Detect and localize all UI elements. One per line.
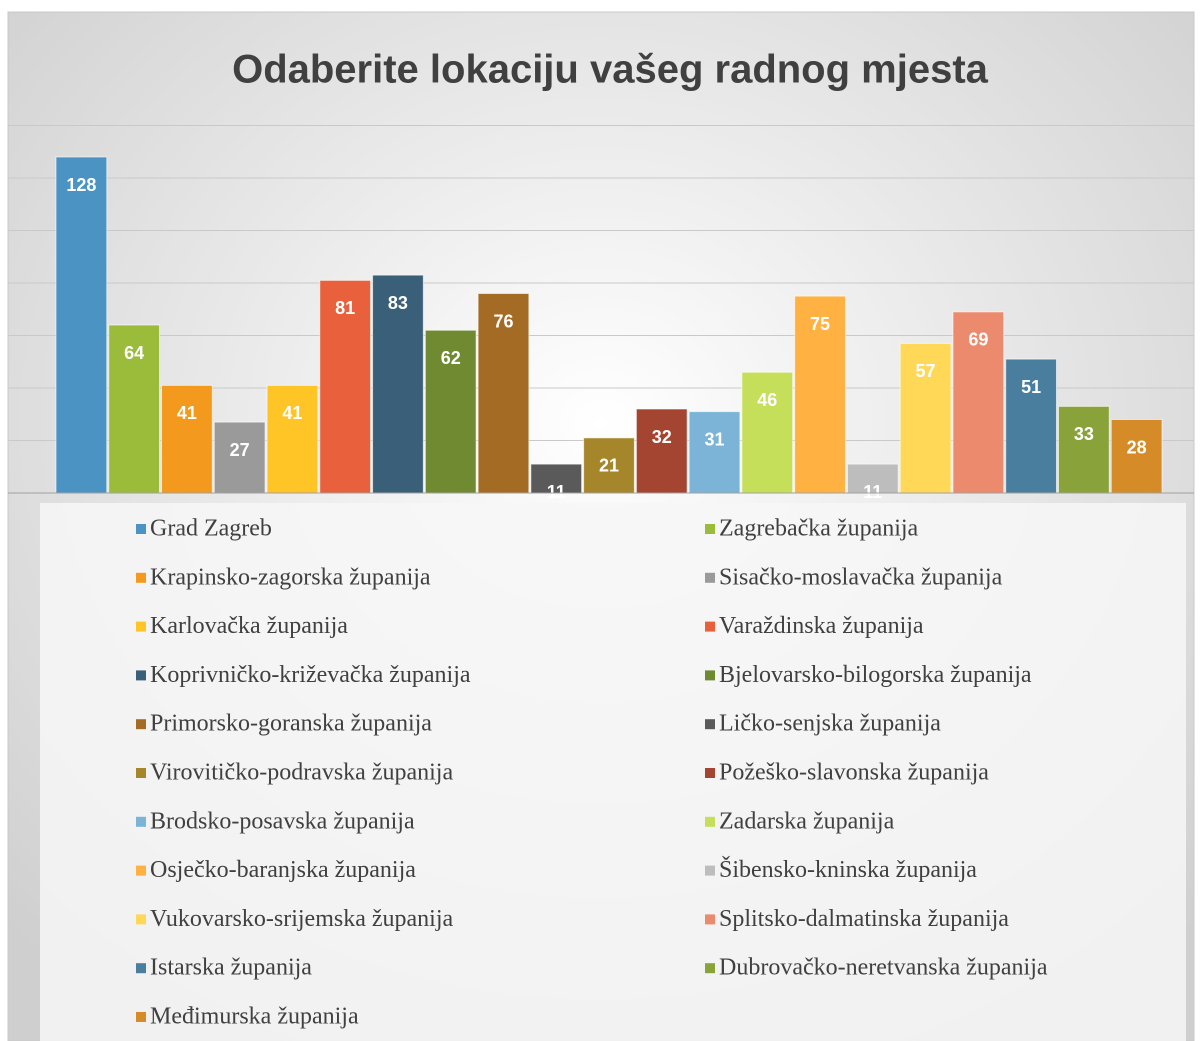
- legend-swatch: [705, 914, 715, 925]
- bar: [213, 421, 266, 494]
- bar: [794, 295, 846, 494]
- legend-swatch: [705, 865, 715, 876]
- data-label: 41: [177, 403, 197, 423]
- legend-swatch: [705, 719, 715, 730]
- data-label: 32: [652, 427, 672, 447]
- legend-label: Požeško-slavonska županija: [719, 760, 989, 786]
- legend-swatch: [136, 865, 146, 876]
- legend-label: Osječko-baranjska županija: [150, 857, 416, 883]
- legend-label: Zadarska županija: [719, 808, 895, 834]
- legend-swatch: [705, 816, 715, 827]
- data-label: 64: [124, 343, 144, 363]
- data-label: 11: [863, 482, 882, 502]
- legend-label: Karlovačka županija: [150, 613, 348, 639]
- legend-label: Šibensko-kninska županija: [719, 856, 977, 883]
- legend-swatch: [705, 572, 715, 583]
- bar: [319, 279, 372, 494]
- legend-label: Primorsko-goranska županija: [150, 711, 432, 737]
- legend-swatch: [705, 621, 715, 632]
- legend-label: Istarska županija: [150, 955, 312, 981]
- legend-swatch: [705, 670, 715, 681]
- data-label: 128: [66, 175, 96, 195]
- legend-box: [40, 503, 1186, 1041]
- bar: [899, 342, 952, 494]
- data-label: 62: [441, 348, 461, 368]
- bar: [1057, 405, 1110, 494]
- bar: [1110, 419, 1163, 494]
- legend-swatch: [705, 768, 715, 778]
- legend-swatch: [136, 963, 146, 974]
- data-label: 51: [1021, 377, 1041, 397]
- legend-label: Vukovarsko-srijemska županija: [150, 906, 453, 932]
- legend-swatch: [136, 719, 146, 730]
- bar: [1005, 358, 1057, 494]
- legend-swatch: [705, 524, 715, 534]
- bar: [372, 274, 424, 494]
- legend-swatch: [136, 621, 146, 632]
- legend-label: Virovitičko-podravska županija: [150, 760, 453, 786]
- legend-label: Splitsko-dalmatinska županija: [719, 906, 1009, 932]
- bar: [266, 384, 319, 494]
- legend-label: Brodsko-posavska županija: [150, 808, 415, 834]
- data-label: 81: [335, 298, 355, 318]
- legend-label: Sisačko-moslavačka županija: [719, 564, 1003, 590]
- legend-swatch: [136, 914, 146, 925]
- data-label: 33: [1074, 424, 1094, 444]
- legend-swatch: [136, 670, 146, 681]
- legend-swatch: [136, 816, 146, 827]
- legend-swatch: [705, 963, 715, 974]
- chart-title: Odaberite lokaciju vašeg radnog mjesta: [232, 48, 989, 92]
- legend-swatch: [136, 524, 146, 534]
- legend-label: Koprivničko-križevačka županija: [150, 662, 471, 688]
- data-label: 46: [757, 390, 777, 410]
- legend-label: Grad Zagreb: [150, 516, 272, 542]
- bar: [55, 156, 108, 494]
- data-label: 69: [968, 330, 988, 350]
- data-label: 75: [810, 314, 830, 334]
- bar: [108, 324, 161, 494]
- data-label: 21: [599, 456, 619, 476]
- data-label: 27: [230, 440, 250, 460]
- legend-label: Zagrebačka županija: [719, 516, 919, 542]
- legend-swatch: [136, 768, 146, 778]
- legend-swatch: [136, 1012, 146, 1022]
- bar: [161, 384, 213, 494]
- bar: [846, 463, 899, 494]
- legend-swatch: [136, 572, 146, 583]
- legend-label: Dubrovačko-neretvanska županija: [719, 955, 1048, 981]
- data-label: 41: [282, 403, 302, 423]
- bar: [952, 311, 1005, 494]
- legend-label: Ličko-senjska županija: [719, 711, 941, 737]
- bar: [583, 437, 635, 494]
- data-label: 31: [705, 429, 725, 449]
- bar: [688, 411, 741, 494]
- data-label: 57: [916, 361, 936, 381]
- data-label: 11: [547, 482, 566, 502]
- data-label: 28: [1127, 437, 1147, 457]
- legend-label: Bjelovarsko-bilogorska županija: [719, 662, 1032, 688]
- data-label: 83: [388, 293, 408, 313]
- bar: [741, 371, 794, 494]
- legend-label: Varaždinska županija: [719, 613, 924, 639]
- legend-label: Krapinsko-zagorska županija: [150, 564, 431, 590]
- bar: [635, 408, 688, 494]
- data-label: 76: [493, 311, 513, 331]
- legend-label: Međimurska županija: [150, 1004, 359, 1030]
